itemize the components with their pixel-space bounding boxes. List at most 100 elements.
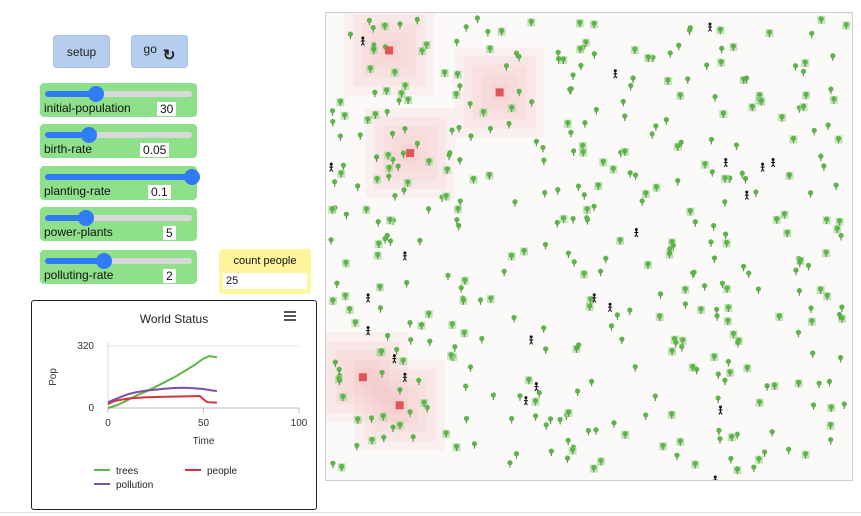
person [771, 157, 776, 168]
tree [403, 178, 412, 187]
count-people-monitor: count people 25 [219, 249, 311, 294]
tree [710, 352, 719, 361]
tree [762, 449, 768, 458]
tree [446, 152, 452, 161]
hamburger-menu-icon[interactable] [284, 311, 296, 321]
tree [576, 342, 582, 350]
tree [581, 38, 590, 47]
tree [825, 122, 831, 131]
slider-track[interactable] [45, 169, 200, 185]
tree [477, 297, 484, 305]
slider-thumb[interactable] [95, 253, 112, 269]
tree [835, 217, 844, 226]
tree [668, 347, 677, 356]
tree [543, 422, 549, 430]
go-button[interactable]: go ↻ [131, 35, 188, 68]
slider-label: power-plants [44, 225, 113, 239]
slider-fill [45, 258, 104, 264]
world-view[interactable] [325, 12, 853, 481]
tree [565, 250, 572, 259]
tree [509, 415, 515, 424]
bottom-divider [0, 512, 861, 513]
slider-planting-rate[interactable]: planting-rate 0.1 [40, 166, 200, 200]
slider-power-plants[interactable]: power-plants 5 [40, 207, 197, 241]
tree [643, 412, 649, 420]
tree [380, 22, 389, 31]
tree [799, 103, 808, 112]
tree [822, 216, 831, 225]
tree [351, 318, 360, 327]
tree [387, 238, 394, 246]
tree [460, 329, 469, 338]
tree [797, 259, 803, 268]
tree [770, 382, 779, 391]
tree [474, 15, 481, 24]
slider-thumb[interactable] [88, 86, 105, 102]
slider-track[interactable] [45, 210, 192, 226]
tree [594, 181, 603, 190]
tree [678, 336, 687, 345]
tree [823, 292, 832, 301]
slider-track[interactable] [45, 127, 192, 143]
tree [377, 305, 384, 313]
tree [543, 346, 549, 354]
tree [833, 182, 839, 191]
tree [463, 24, 469, 32]
tree [541, 325, 547, 333]
tree [701, 160, 710, 169]
tree [328, 296, 337, 305]
tree [591, 51, 597, 59]
tree [641, 189, 650, 198]
slider-track[interactable] [45, 253, 192, 269]
x-axis-label: Time [193, 436, 215, 447]
tree [516, 53, 522, 62]
tree [485, 171, 494, 180]
tree [670, 242, 676, 251]
tree [722, 199, 728, 207]
slider-polluting-rate[interactable]: polluting-rate 2 [40, 250, 197, 284]
monitor-label: count people [233, 255, 297, 267]
tree [821, 163, 827, 171]
slider-birth-rate[interactable]: birth-rate 0.05 [40, 124, 197, 158]
slider-initial-population[interactable]: initial-population 30 [40, 83, 197, 117]
slider-thumb[interactable] [78, 210, 95, 226]
tree [589, 378, 595, 387]
slider-track[interactable] [45, 86, 192, 102]
tree [486, 295, 495, 304]
tree [468, 133, 474, 141]
tree [459, 296, 468, 305]
tree [341, 259, 350, 268]
tree [609, 165, 618, 174]
tree [425, 157, 434, 166]
tree [479, 335, 485, 344]
series-line-pollution [107, 386, 218, 404]
slider-value: 2 [163, 269, 176, 283]
tree [597, 268, 604, 277]
slider-thumb[interactable] [81, 127, 98, 143]
slider-thumb[interactable] [184, 169, 200, 185]
person [360, 36, 365, 46]
tree [338, 393, 347, 402]
tree [719, 45, 725, 54]
tree [574, 388, 581, 397]
slider-fill [45, 174, 192, 180]
tree [336, 377, 343, 386]
tree [503, 63, 510, 71]
tree [789, 135, 798, 144]
tree [630, 75, 636, 83]
tree [375, 218, 381, 227]
tree [529, 99, 535, 107]
tree [754, 455, 763, 464]
tree [417, 237, 423, 246]
tree [580, 270, 589, 279]
tree [517, 393, 523, 401]
tree [792, 63, 799, 71]
tree [400, 150, 406, 159]
tree [746, 270, 752, 279]
tree [568, 129, 574, 138]
tree [723, 317, 732, 326]
setup-button[interactable]: setup [53, 35, 110, 68]
power-plant [395, 401, 404, 410]
tree [341, 292, 350, 301]
tree [807, 317, 816, 326]
